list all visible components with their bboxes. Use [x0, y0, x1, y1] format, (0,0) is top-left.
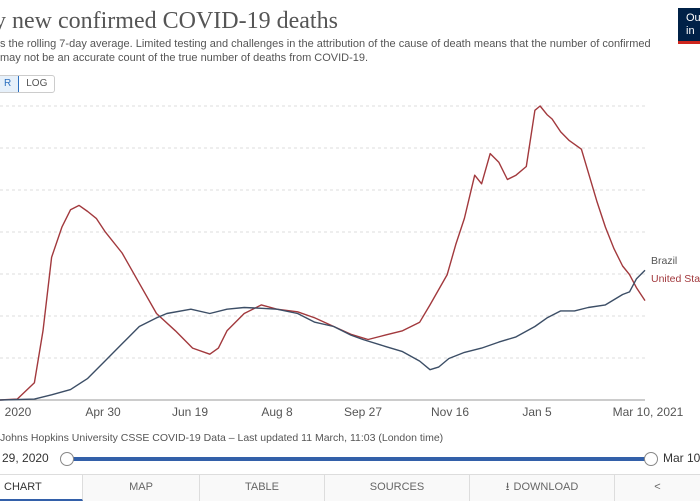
x-tick-label: Apr 30: [85, 405, 121, 419]
logo-line-1: Ou: [686, 12, 700, 24]
legend-label-brazil: Brazil: [651, 255, 677, 267]
x-tick-label: Mar 10, 2021: [613, 405, 684, 419]
timeline-start-label: b 29, 2020: [0, 451, 49, 465]
legend-layer: United States Brazil: [651, 255, 700, 285]
owid-logo[interactable]: Ou in: [678, 8, 700, 44]
timeline-end-handle[interactable]: [644, 452, 658, 466]
series-line-united-states: [0, 105, 646, 401]
series-layer: [0, 105, 646, 401]
timeline-end-label: Mar 10: [663, 451, 700, 465]
tab-download-label: DOWNLOAD: [513, 481, 579, 493]
x-tick-label: 2020: [5, 405, 32, 419]
view-tabs: CHART MAP TABLE SOURCES ⭳ DOWNLOAD <: [0, 474, 700, 501]
source-note: Johns Hopkins University CSSE COVID-19 D…: [0, 432, 444, 444]
download-icon: ⭳: [505, 481, 510, 493]
share-icon: <: [654, 481, 661, 493]
x-tick-label: Sep 27: [344, 405, 382, 419]
chart-subtitle: s the rolling 7-day average. Limited tes…: [0, 37, 651, 65]
timeline-start-handle[interactable]: [60, 452, 74, 466]
x-axis-ticks: 2020 Apr 30 Jun 19 Aug 8 Sep 27 Nov 16 Jan 5 Ma…: [5, 405, 684, 419]
log-scale-button[interactable]: LOG: [26, 78, 48, 89]
timeline-slider: b 29, 2020 Mar 10: [0, 449, 700, 469]
scale-toggle: R LOG: [0, 75, 56, 93]
tab-map[interactable]: MAP: [83, 475, 200, 501]
line-chart: 2020 Apr 30 Jun 19 Aug 8 Sep 27 Nov 16 Jan 5 Ma…: [0, 105, 700, 419]
logo-line-2: in: [686, 25, 695, 37]
tab-chart[interactable]: CHART: [0, 475, 83, 501]
subtitle-line-2: may not be an accurate count of the true…: [0, 52, 369, 64]
timeline-track[interactable]: [66, 457, 650, 461]
x-tick-label: Aug 8: [261, 405, 293, 419]
x-tick-label: Jun 19: [172, 405, 208, 419]
linear-scale-button[interactable]: R: [0, 76, 20, 92]
tab-table[interactable]: TABLE: [200, 475, 325, 501]
subtitle-line-1: s the rolling 7-day average. Limited tes…: [0, 38, 651, 50]
tab-download[interactable]: ⭳ DOWNLOAD: [470, 475, 615, 501]
tab-share[interactable]: <: [615, 475, 700, 501]
series-line-brazil: [0, 269, 646, 401]
tab-sources[interactable]: SOURCES: [325, 475, 470, 501]
legend-label-united-states: United States: [651, 273, 700, 285]
x-tick-label: Nov 16: [431, 405, 469, 419]
x-tick-label: Jan 5: [522, 405, 552, 419]
grid-layer: [0, 105, 645, 401]
chart-title: y new confirmed COVID-19 deaths: [0, 8, 338, 34]
